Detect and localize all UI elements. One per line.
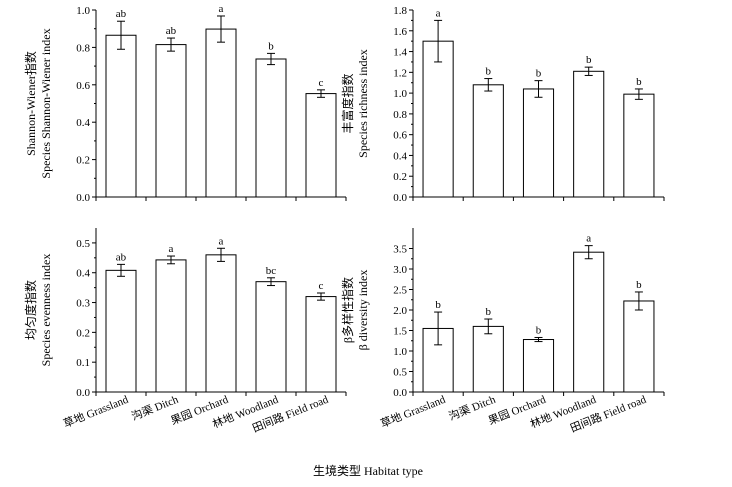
significance-letter: ab <box>116 8 127 20</box>
bar <box>155 44 187 198</box>
y-axis-title-line-1: 丰富度指数 <box>340 73 355 133</box>
significance-letter: a <box>586 233 591 245</box>
y-tick-label: 0.8 <box>76 42 90 54</box>
bar <box>205 254 237 393</box>
significance-letter: a <box>219 3 224 15</box>
y-axis-title-line-2: Species evenness index <box>39 254 53 367</box>
x-axis-title: 生境类型 Habitat type <box>313 463 423 478</box>
y-tick-label: 0.5 <box>76 238 90 250</box>
y-tick-label: 0.1 <box>76 357 90 369</box>
y-tick-label: 0.0 <box>76 192 90 204</box>
significance-letter: c <box>319 280 324 292</box>
chart-panel-top-left: abababc0.00.20.40.60.81.0Shannon-Wiener指… <box>23 3 347 204</box>
y-tick-label: 0.4 <box>76 117 90 129</box>
bar <box>155 259 187 393</box>
y-tick-label: 0.2 <box>76 327 90 339</box>
y-tick-label: 1.6 <box>393 26 407 38</box>
significance-letter: a <box>436 7 441 19</box>
bar <box>105 34 137 198</box>
bar <box>305 93 337 198</box>
bar <box>422 40 454 198</box>
y-tick-label: 2.0 <box>393 305 407 317</box>
y-tick-label: 0.8 <box>393 109 407 121</box>
y-tick-label: 1.8 <box>393 5 407 17</box>
y-tick-label: 1.0 <box>393 346 407 358</box>
y-tick-label: 0.0 <box>393 192 407 204</box>
chart-panel-top-right: a b b b b 0.0 0.2 0.4 0.6 0.8 1.0 1.2 1.4 1.6 1.8 丰富度指数… <box>340 5 665 204</box>
bar <box>623 93 655 198</box>
y-tick-label: 3.0 <box>393 264 407 276</box>
y-tick-label: 2.5 <box>393 285 407 297</box>
bar <box>205 28 237 198</box>
y-tick-label: 1.5 <box>393 326 407 338</box>
y-tick-label: 1.4 <box>393 47 407 59</box>
significance-letter: bc <box>266 265 277 277</box>
significance-letter: b <box>435 299 441 311</box>
significance-letter: b <box>536 324 542 336</box>
y-tick-label: 0.5 <box>393 367 407 379</box>
chart-panel-bottom-left: ab a a bc c 0.0 0.1 0.2 0.3 0.4 0.5 均匀度指数 Species ev… <box>23 228 347 435</box>
y-axis-title-line-2: β diversity index <box>356 270 370 351</box>
significance-letter: b <box>636 76 642 88</box>
x-category-label: 草地 Grassland <box>379 393 448 431</box>
y-axis-title-line-2: Species richness index <box>356 49 370 158</box>
y-tick-label: 0.4 <box>393 150 407 162</box>
y-tick-label: 0.6 <box>76 80 90 92</box>
significance-letter: b <box>536 68 542 80</box>
y-tick-label: 0.6 <box>393 130 407 142</box>
y-tick-label: 1.2 <box>393 67 407 79</box>
bar <box>573 251 605 393</box>
significance-letter: b <box>486 306 492 318</box>
significance-letter: a <box>169 243 174 255</box>
bar <box>105 269 137 393</box>
y-tick-label: 0.2 <box>76 155 90 167</box>
bar <box>472 325 504 393</box>
y-tick-label: 3.5 <box>393 244 407 256</box>
y-tick-label: 1.0 <box>76 5 90 17</box>
bar <box>623 300 655 393</box>
y-axis-title-line-1: β多样性指数 <box>340 277 355 343</box>
y-axis-title-line-1: Shannon-Wiener指数 <box>23 51 38 156</box>
chart-panel-bottom-right: b b b a b 0.0 0.5 1.0 1.5 2.0 2.5 3.0 3.5 β多样性指数 β div… <box>340 228 665 435</box>
bar <box>522 339 555 393</box>
significance-letter: b <box>586 54 592 66</box>
significance-letter: b <box>636 279 642 291</box>
bar <box>305 296 337 393</box>
y-tick-label: 0.3 <box>76 298 90 310</box>
significance-letter: a <box>219 235 224 247</box>
y-tick-label: 0.0 <box>393 387 407 399</box>
y-tick-label: 0.4 <box>76 268 90 280</box>
bar <box>573 70 605 198</box>
y-axis-title-line-2: Species Shannon-Wiener index <box>39 28 53 178</box>
y-tick-label: 0.0 <box>76 387 90 399</box>
significance-letter: b <box>268 40 274 52</box>
y-tick-label: 1.0 <box>393 88 407 100</box>
bar <box>255 281 287 393</box>
significance-letter: c <box>319 77 324 89</box>
bar <box>522 88 555 198</box>
significance-letter: ab <box>166 25 177 37</box>
significance-letter: ab <box>116 251 127 263</box>
y-tick-label: 0.2 <box>393 171 407 183</box>
x-category-label: 草地 Grassland <box>62 393 131 431</box>
bar <box>472 84 504 198</box>
y-axis-title-line-1: 均匀度指数 <box>23 280 38 340</box>
significance-letter: b <box>486 66 492 78</box>
bar <box>255 58 287 198</box>
